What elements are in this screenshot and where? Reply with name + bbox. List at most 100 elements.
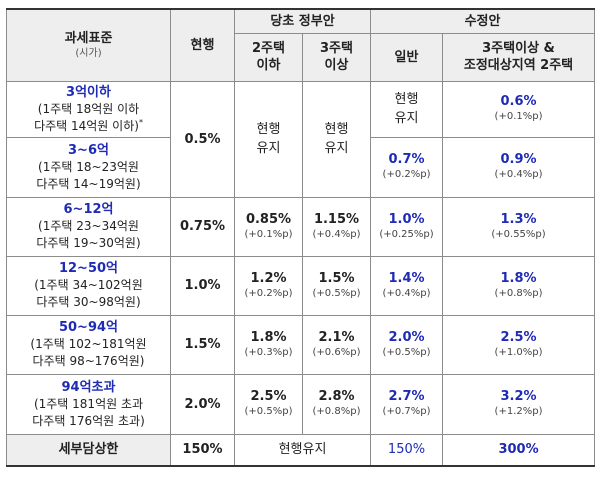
rate-delta: (+0.8%p) [312, 406, 361, 417]
orig-three-homes-keep: 현행 유지 [301, 80, 372, 198]
table-row: 3억이하 (1주택 18억원 이하 다주택 14억원 이하)* 0.5% 현행 … [6, 80, 596, 198]
current-rate: 2.0% [170, 373, 235, 435]
rev-multi-rate: 0.9% (+0.4%p) [442, 136, 596, 198]
cap-rev-general: 150% [370, 433, 444, 467]
header-rev-multi-line1: 3주택이상 & [482, 41, 555, 56]
orig-three-homes-rate: 1.5% (+0.5%p) [301, 255, 372, 316]
tax-base-label: 12~50억 [58, 261, 119, 276]
rate-value: 0.7% [388, 152, 425, 167]
tax-base-desc-line1: (1주택 23~34억원 [38, 219, 139, 233]
rate-delta: (+0.5%p) [382, 346, 431, 358]
orig-two-homes-rate: 1.8% (+0.3%p) [234, 314, 303, 375]
cap-original: 현행유지 [233, 433, 372, 467]
rate-delta: (+0.5%p) [244, 406, 293, 417]
keep-line2: 유지 [394, 111, 419, 126]
table-row: 94억초과 (1주택 181억원 초과 다주택 176억원 초과) 2.0% 2… [6, 373, 596, 435]
tax-base-desc-line1: (1주택 102~181억원 [30, 337, 147, 351]
rate-delta: (+0.8%p) [494, 287, 543, 299]
rate-value: 2.7% [388, 389, 425, 404]
rev-general-rate: 1.0% (+0.25%p) [370, 196, 444, 257]
rate-value: 2.0% [388, 329, 425, 345]
tax-base-label: 50~94억 [58, 320, 119, 335]
orig-two-homes-keep: 현행 유지 [234, 80, 303, 198]
table-row: 6~12억 (1주택 23~34억원 다주택 19~30억원) 0.75% 0.… [6, 196, 596, 257]
table-row: 50~94억 (1주택 102~181억원 다주택 98~176억원) 1.5%… [6, 314, 596, 375]
orig-three-homes-rate: 1.15% (+0.4%p) [301, 196, 372, 257]
rate-delta: (+0.1%p) [244, 228, 293, 240]
keep-line1: 현행 [394, 92, 419, 107]
rate-delta: (+1.2%p) [494, 406, 543, 417]
cap-current: 150% [170, 433, 235, 467]
rate-value: 2.5% [250, 389, 287, 404]
header-orig-two-homes-line1: 2주택 [252, 41, 285, 56]
tax-base-cell: 12~50억 (1주택 34~102억원 다주택 30~98억원) [6, 255, 171, 316]
header-rev-multi: 3주택이상 & 조정대상지역 2주택 [442, 32, 596, 82]
rate-delta: (+0.2%p) [244, 287, 293, 299]
current-rate: 0.75% [170, 196, 235, 257]
keep-line1: 현행 [324, 122, 349, 137]
rate-delta: (+0.4%p) [312, 228, 361, 240]
header-orig-three-homes-line1: 3주택 [320, 41, 353, 56]
tax-base-cell: 3억이하 (1주택 18억원 이하 다주택 14억원 이하)* [6, 80, 171, 138]
rate-value: 1.2% [250, 270, 287, 286]
tax-base-cell: 50~94억 (1주택 102~181억원 다주택 98~176억원) [6, 314, 171, 375]
rate-value: 1.4% [388, 270, 425, 286]
rate-value: 0.6% [500, 94, 537, 109]
rate-value: 1.8% [500, 270, 537, 286]
tax-base-label: 3억이하 [66, 84, 111, 100]
table-row: 12~50억 (1주택 34~102억원 다주택 30~98억원) 1.0% 1… [6, 255, 596, 316]
rate-delta: (+0.2%p) [382, 169, 431, 180]
rev-general-rate: 2.0% (+0.5%p) [370, 314, 444, 375]
rev-general-rate: 0.7% (+0.2%p) [370, 136, 444, 198]
orig-two-homes-rate: 1.2% (+0.2%p) [234, 255, 303, 316]
orig-three-homes-rate: 2.8% (+0.8%p) [301, 373, 372, 435]
rev-multi-rate: 1.3% (+0.55%p) [442, 196, 596, 257]
rate-delta: (+0.7%p) [382, 406, 431, 417]
rev-general-rate: 1.4% (+0.4%p) [370, 255, 444, 316]
header-orig-two-homes-line2: 이하 [256, 58, 281, 73]
rate-delta: (+1.0%p) [494, 346, 543, 358]
rate-delta: (+0.3%p) [244, 346, 293, 358]
keep-line1: 현행 [256, 122, 281, 137]
rate-delta: (+0.5%p) [312, 287, 361, 299]
rev-multi-rate: 0.6% (+0.1%p) [442, 80, 596, 138]
tax-base-cell: 6~12억 (1주택 23~34억원 다주택 19~30억원) [6, 196, 171, 257]
rate-delta: (+0.55%p) [491, 228, 546, 240]
current-rate: 1.0% [170, 255, 235, 316]
rate-value: 2.5% [500, 329, 537, 345]
rate-value: 1.5% [318, 270, 355, 286]
tax-base-label: 6~12억 [63, 202, 114, 217]
cap-rev-multi: 300% [442, 433, 596, 467]
rate-value: 2.8% [318, 389, 355, 404]
tax-base-cell: 94억초과 (1주택 181억원 초과 다주택 176억원 초과) [6, 373, 171, 435]
footnote-mark: * [138, 117, 143, 127]
tax-rate-table-container: 과세표준 (시가) 현행 당초 정부안 수정안 2주택 이하 3주택 이상 일반… [6, 8, 596, 467]
table-row-cap: 세부담상한 150% 현행유지 150% 300% [6, 433, 596, 467]
orig-two-homes-rate: 0.85% (+0.1%p) [234, 196, 303, 257]
header-orig-two-homes: 2주택 이하 [234, 32, 303, 82]
header-orig-three-homes: 3주택 이상 [301, 32, 372, 82]
current-rate-merged: 0.5% [170, 80, 235, 198]
rate-delta: (+0.25%p) [379, 228, 434, 240]
tax-base-desc-line1: (1주택 18억원 이하 [37, 101, 140, 116]
tax-base-desc-line2: 다주택 14~19억원) [36, 176, 141, 191]
rate-value: 0.85% [245, 211, 292, 227]
rate-delta: (+0.4%p) [382, 287, 431, 299]
header-revised-plan: 수정안 [370, 8, 596, 34]
rev-multi-rate: 1.8% (+0.8%p) [442, 255, 596, 316]
header-tax-base: 과세표준 (시가) [6, 8, 171, 82]
rev-general-rate: 2.7% (+0.7%p) [370, 373, 444, 435]
rate-delta: (+0.4%p) [494, 169, 543, 180]
rate-value: 3.2% [500, 389, 537, 404]
rev-multi-rate: 2.5% (+1.0%p) [442, 314, 596, 375]
header-rev-general: 일반 [370, 32, 444, 82]
keep-line2: 유지 [324, 141, 349, 156]
keep-line2: 유지 [256, 141, 281, 156]
orig-two-homes-rate: 2.5% (+0.5%p) [234, 373, 303, 435]
tax-base-desc-line2: 다주택 98~176억원) [32, 354, 145, 368]
tax-base-desc-line1: (1주택 34~102억원 [34, 278, 143, 292]
rev-general-keep: 현행 유지 [370, 80, 444, 138]
rev-multi-rate: 3.2% (+1.2%p) [442, 373, 596, 435]
rate-delta: (+0.1%p) [494, 111, 543, 122]
tax-base-desc-line1: (1주택 181억원 초과 [33, 396, 144, 411]
